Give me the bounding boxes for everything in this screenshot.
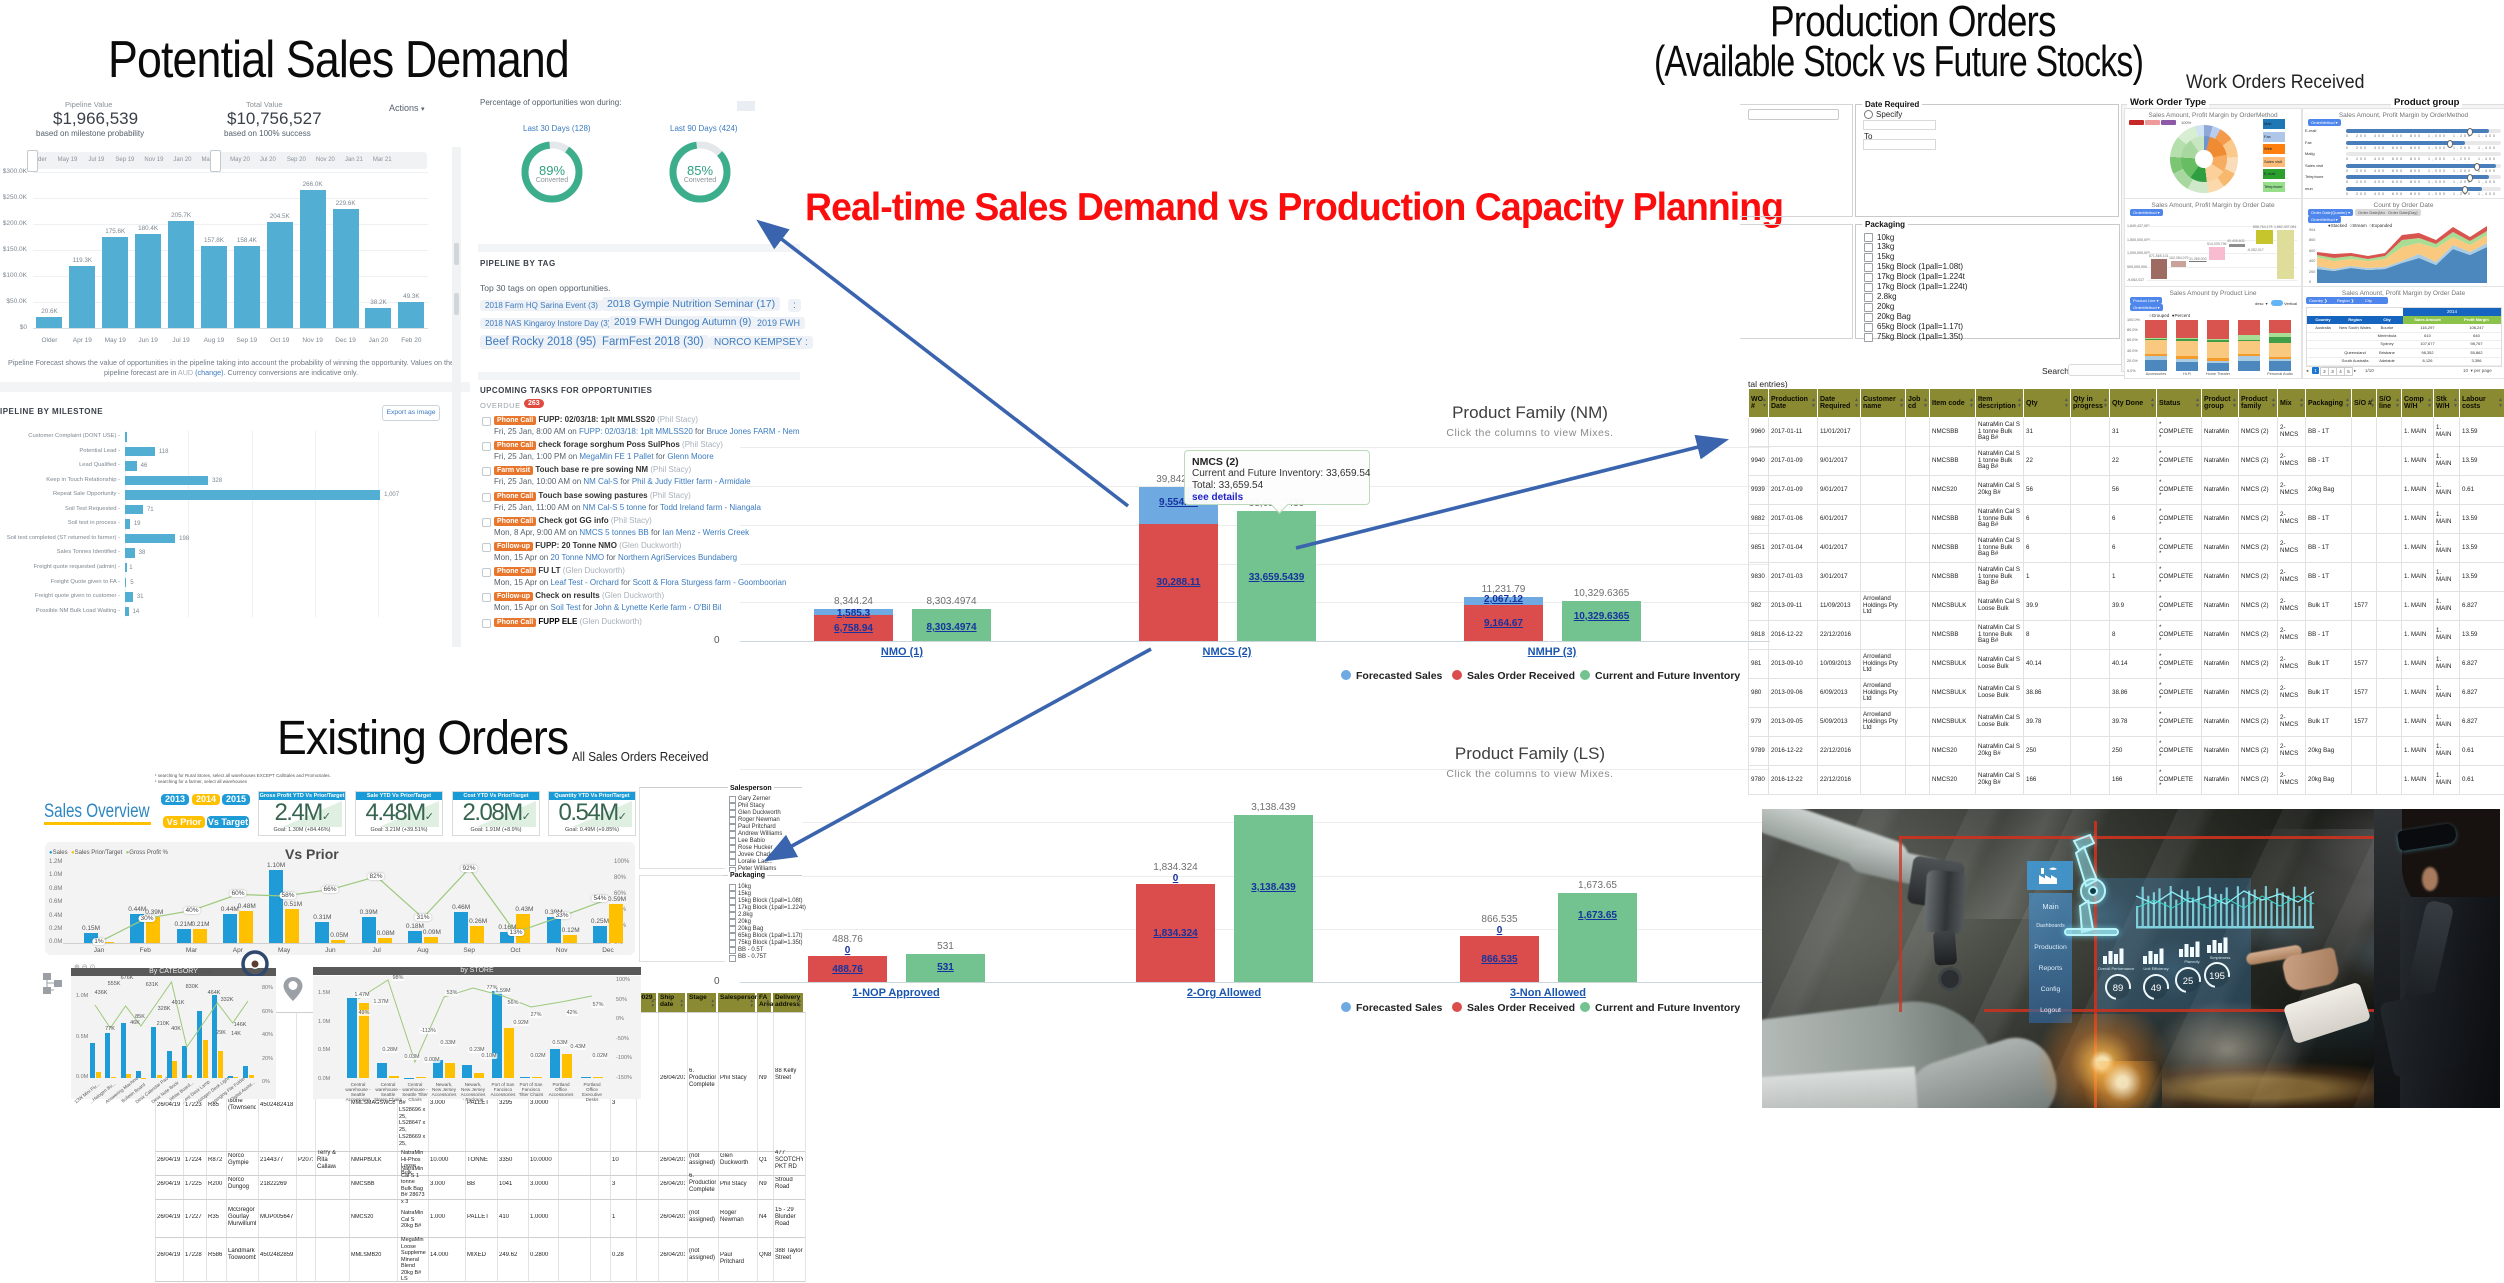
- svg-text:49: 49: [2151, 983, 2162, 994]
- svg-text:89: 89: [2113, 983, 2124, 994]
- svg-text:195: 195: [2209, 971, 2225, 982]
- svg-text:25: 25: [2183, 976, 2194, 987]
